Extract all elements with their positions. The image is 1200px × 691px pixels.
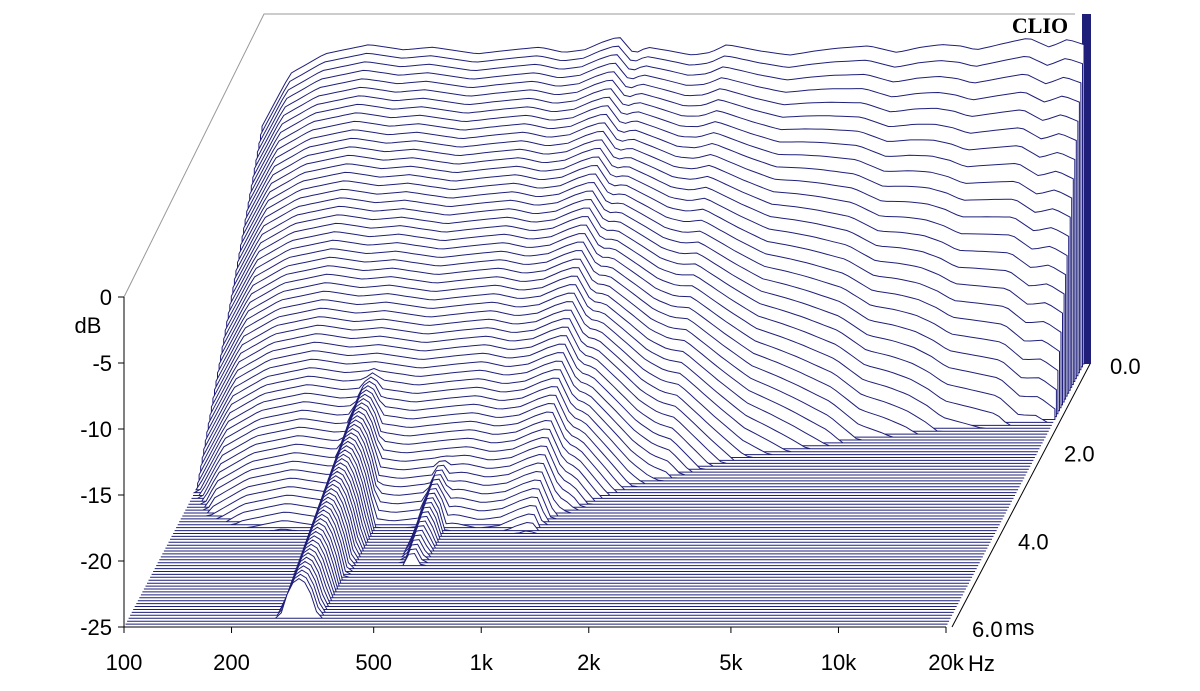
time-tick-label: 0.0 xyxy=(1110,354,1141,379)
back-wall-outline xyxy=(123,13,1075,298)
x-tick-label: 200 xyxy=(213,650,250,675)
back-right-edge xyxy=(1082,14,1091,364)
time-tick-label: 4.0 xyxy=(1018,529,1049,554)
x-axis-unit: Hz xyxy=(968,651,995,676)
x-tick-label: 2k xyxy=(577,650,601,675)
x-tick-label: 100 xyxy=(106,650,143,675)
time-axis-ticks: 0.0 2.0 4.0 6.0 xyxy=(951,354,1141,642)
y-tick-label: -10 xyxy=(80,417,112,442)
x-axis-ticks: 100 200 500 1k 2k 5k 10k 20k xyxy=(106,626,965,675)
y-tick-label: -25 xyxy=(80,615,112,640)
y-axis-ticks: 0 -5 -10 -15 -20 -25 xyxy=(80,285,125,640)
time-tick-label: 6.0 xyxy=(972,617,1003,642)
waterfall-slice xyxy=(139,548,962,599)
waterfall-slices xyxy=(124,37,1085,628)
waterfall-slice xyxy=(183,423,1006,514)
y-axis-unit: dB xyxy=(75,313,102,338)
x-tick-label: 5k xyxy=(719,650,743,675)
x-tick-label: 500 xyxy=(355,650,392,675)
chart-frame xyxy=(123,13,1091,364)
x-tick-label: 1k xyxy=(470,650,494,675)
time-axis-line xyxy=(951,363,1091,628)
brand-logo: CLIO xyxy=(1012,13,1068,38)
waterfall-slice xyxy=(128,577,951,619)
x-tick-label: 20k xyxy=(928,650,964,675)
y-tick-label: 0 xyxy=(100,285,112,310)
time-tick-label: 2.0 xyxy=(1064,442,1095,467)
time-axis-unit: ms xyxy=(1005,615,1034,640)
y-tick-label: -5 xyxy=(92,351,112,376)
y-tick-label: -15 xyxy=(80,483,112,508)
waterfall-slice xyxy=(140,543,963,596)
waterfall-slice xyxy=(133,565,956,610)
y-tick-label: -20 xyxy=(80,549,112,574)
x-tick-label: 10k xyxy=(821,650,857,675)
